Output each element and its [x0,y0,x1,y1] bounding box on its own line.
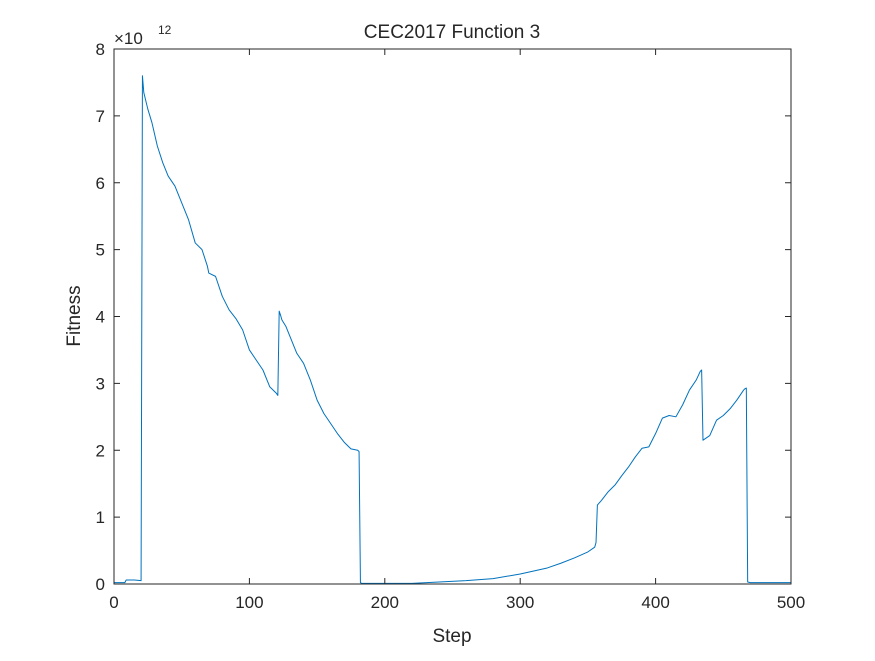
y-tick-label: 5 [96,241,105,260]
y-tick-label: 7 [96,107,105,126]
y-tick-label: 0 [96,575,105,594]
x-tick-label: 400 [641,593,669,612]
y-axis-label: Fitness [64,285,85,346]
series-layer [114,75,791,584]
y-tick-label: 1 [96,508,105,527]
y-tick-label: 4 [96,308,105,327]
chart-title: CEC2017 Function 3 [364,22,540,43]
x-tick-label: 200 [371,593,399,612]
y-tick-label: 3 [96,374,105,393]
x-tick-label: 300 [506,593,534,612]
y-tick-label: 6 [96,174,105,193]
x-axis-label: Step [432,626,471,647]
x-tick-label: 500 [777,593,805,612]
x-tick-label: 100 [235,593,263,612]
y-ticks: 0 1 2 3 4 5 6 7 8 [96,40,791,594]
y-exponent-prefix: ×10 [114,29,143,48]
y-tick-label: 8 [96,40,105,59]
y-exponent-value: 12 [158,23,172,37]
series-line-0 [114,75,791,584]
plot-area [114,49,791,584]
x-tick-label: 0 [109,593,118,612]
x-ticks: 0 100 200 300 400 500 [109,49,805,612]
y-tick-label: 2 [96,441,105,460]
